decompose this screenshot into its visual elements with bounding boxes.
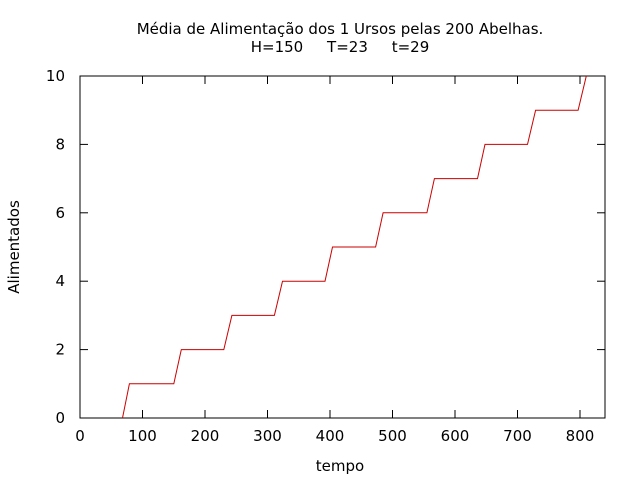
- x-tick-label: 400: [316, 427, 345, 445]
- series-layer: [122, 75, 587, 419]
- y-tick-label: 10: [46, 67, 65, 85]
- series-line: [122, 75, 587, 419]
- x-tick-label: 100: [128, 427, 157, 445]
- x-tick-label: 700: [503, 427, 532, 445]
- x-axis-label: tempo: [316, 457, 364, 475]
- y-tick-label: 8: [55, 135, 65, 153]
- y-axis-label: Alimentados: [5, 200, 23, 294]
- chart-title: Média de Alimentação dos 1 Ursos pelas 2…: [137, 20, 544, 38]
- x-tick-label: 0: [75, 427, 85, 445]
- y-axis-ticks: 0 2 4 6 8 10: [46, 67, 605, 427]
- y-tick-label: 0: [55, 409, 65, 427]
- x-tick-label: 200: [191, 427, 220, 445]
- x-tick-label: 800: [566, 427, 595, 445]
- chart-subtitle: H=150 T=23 t=29: [251, 38, 430, 56]
- x-tick-label: 600: [441, 427, 470, 445]
- y-tick-label: 6: [55, 204, 65, 222]
- x-tick-label: 300: [253, 427, 282, 445]
- plot-frame: [79, 75, 606, 419]
- x-tick-label: 500: [378, 427, 407, 445]
- x-axis-ticks: 0 100 200 300 400 500 600 700 800: [75, 76, 594, 445]
- y-tick-label: 2: [55, 341, 65, 359]
- y-tick-label: 4: [55, 272, 65, 290]
